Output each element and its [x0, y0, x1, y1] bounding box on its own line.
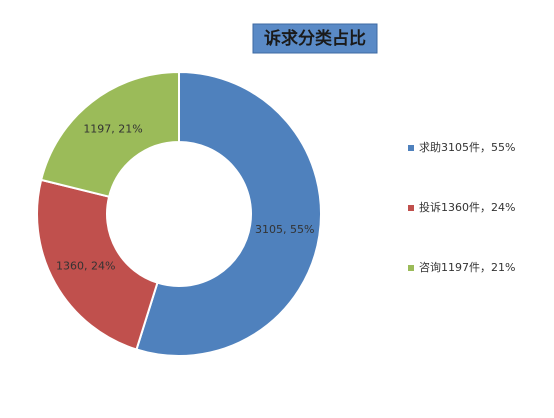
- legend-swatch: [408, 205, 414, 211]
- legend-label: 求助3105件，55%: [419, 140, 515, 154]
- legend-swatch: [408, 145, 414, 151]
- data-label: 3105, 55%: [255, 223, 314, 236]
- chart-title: 诉求分类占比: [264, 28, 366, 49]
- legend-label: 咨询1197件，21%: [419, 260, 515, 274]
- donut-slice: [135, 70, 322, 357]
- donut-slice: [39, 70, 180, 198]
- legend-label: 投诉1360件，24%: [419, 200, 515, 214]
- data-label: 1360, 24%: [56, 259, 115, 272]
- data-label: 1197, 21%: [83, 123, 142, 136]
- legend-swatch: [408, 265, 414, 271]
- donut-slice: [36, 178, 159, 351]
- title-box: [252, 23, 378, 54]
